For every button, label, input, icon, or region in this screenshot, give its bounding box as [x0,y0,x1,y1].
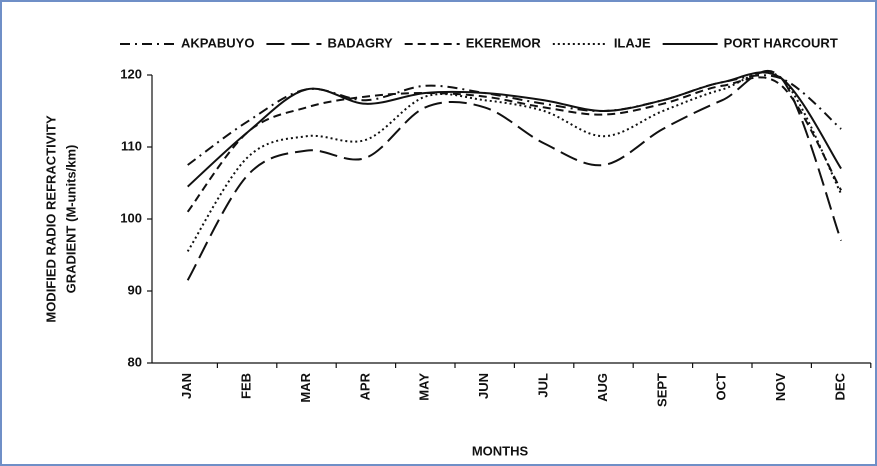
series-line [187,71,842,188]
y-tick-label: 90 [128,282,142,297]
y-tick-label: 100 [120,210,142,225]
y-tick-label: 80 [128,354,142,369]
x-tick-label: APR [357,372,372,400]
x-tick-label: MAY [417,373,432,401]
x-tick-label: JAN [179,373,194,399]
x-tick-label: AUG [595,373,610,402]
y-tick-label: 110 [121,138,142,153]
x-tick-label: FEB [239,373,254,399]
x-tick-label: DEC [833,372,848,400]
x-tick-label: OCT [714,373,729,401]
x-tick-label: SEPT [654,373,669,407]
legend-label: BADAGRY [327,35,393,50]
x-tick-label: MAR [298,372,313,402]
legend-label: AKPABUYO [181,35,254,50]
x-tick-label: NOV [773,373,788,402]
x-tick-label: JUL [536,373,551,398]
x-axis-label: MONTHS [472,443,529,458]
y-tick-label: 120 [120,66,142,81]
series-line [186,70,843,281]
legend-label: EKEREMOR [466,35,542,50]
y-axis-label: MODIFIED RADIO REFRACTIVITY [43,115,58,323]
y-axis-label: GRADIENT (M-units/km) [63,145,78,294]
series-line [186,76,842,213]
legend-label: PORT HARCOURT [724,35,838,50]
legend-label: ILAJE [614,35,651,50]
x-tick-label: JUN [476,373,491,399]
